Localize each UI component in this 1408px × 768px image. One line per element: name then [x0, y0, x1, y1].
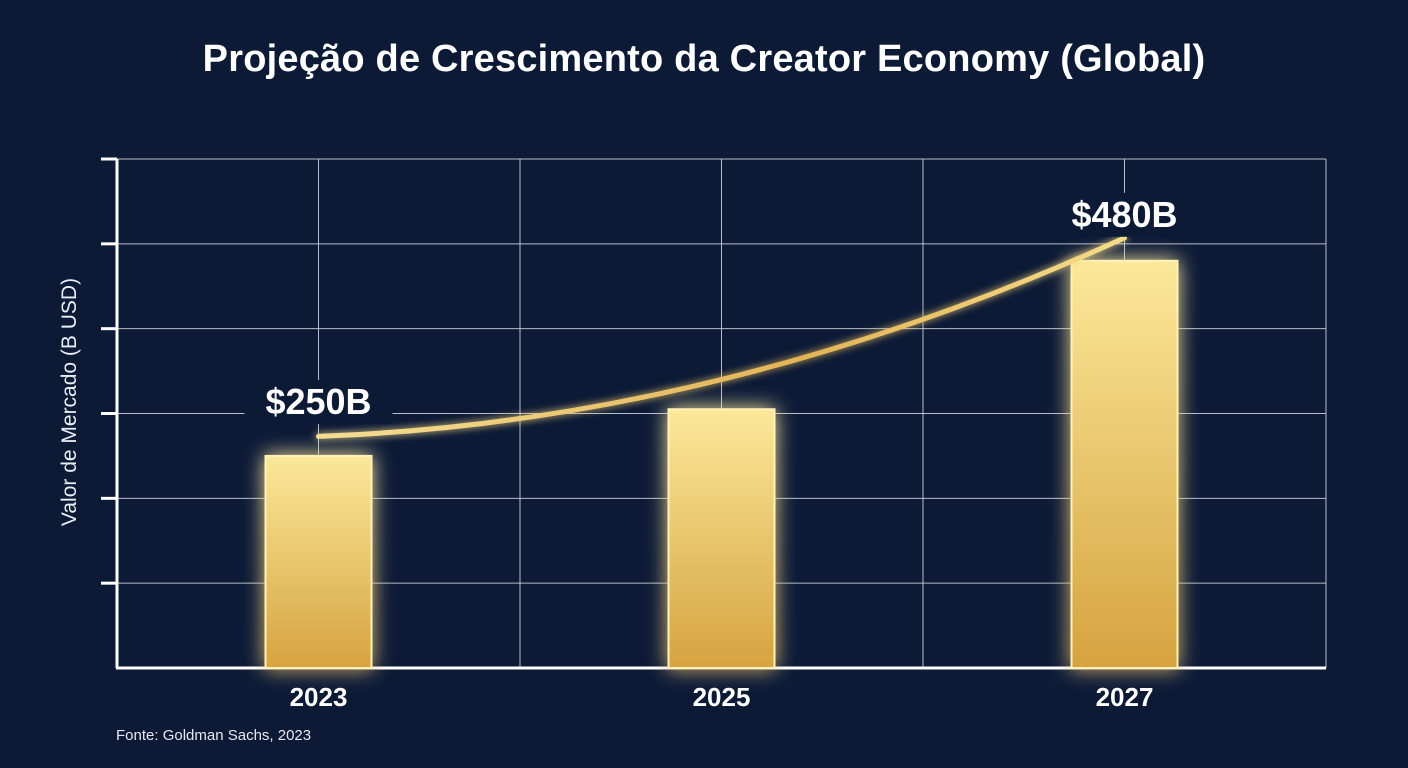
bars	[264, 259, 1179, 669]
data-label-2027: $480B	[1071, 194, 1177, 235]
data-label-2023: $250B	[265, 381, 371, 422]
x-tick-label-2023: 2023	[290, 682, 348, 712]
labels: 2023 2025 2027 $250B $480B	[244, 192, 1199, 712]
x-tick-label-2027: 2027	[1096, 682, 1154, 712]
bar-2023	[264, 454, 373, 669]
bar-2025	[667, 408, 776, 669]
data-label-backing	[1050, 192, 1199, 237]
source-note: Fonte: Goldman Sachs, 2023	[116, 727, 312, 744]
bar-2027	[1070, 259, 1179, 669]
x-tick-label-2025: 2025	[693, 682, 751, 712]
trend-line-group	[316, 235, 1127, 439]
trend-line	[316, 235, 1127, 439]
data-label-backing	[244, 379, 393, 424]
chart-title: Projeção de Crescimento da Creator Econo…	[202, 38, 1206, 80]
